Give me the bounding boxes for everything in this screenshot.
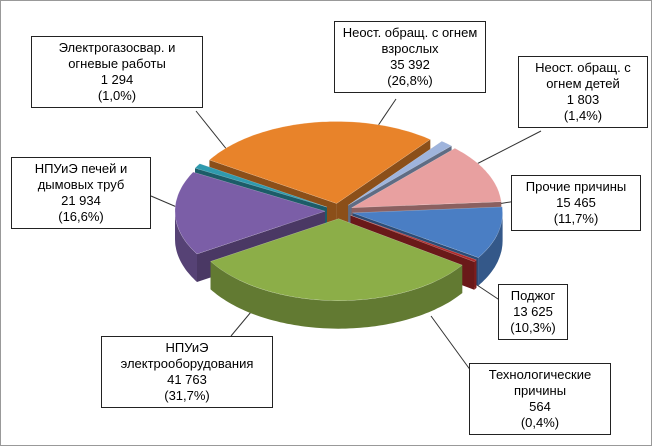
label-box: Технологические причины 564 (0,4%) bbox=[469, 363, 611, 435]
value-label: 35 392 bbox=[390, 57, 430, 72]
slice bbox=[350, 215, 477, 262]
category-label: НПУиЭ электрооборудования bbox=[120, 340, 254, 371]
slice bbox=[194, 163, 327, 208]
category-label: Неост. обращ. с огнем взрослых bbox=[342, 25, 478, 56]
label-box: НПУиЭ печей и дымовых труб 21 934 (16,6%) bbox=[11, 157, 151, 229]
label-box: Неост. обращ. с огнем взрослых 35 392 (26,… bbox=[334, 21, 486, 93]
slice bbox=[352, 206, 503, 258]
slice-wall bbox=[478, 213, 503, 286]
category-label: Поджог bbox=[510, 288, 556, 303]
value-label: 21 934 bbox=[61, 193, 101, 208]
percent-label: (0,4%) bbox=[520, 415, 560, 430]
value-label: 1 803 bbox=[566, 92, 600, 107]
percent-label: (1,0%) bbox=[97, 88, 137, 103]
category-label: Технологические причины bbox=[488, 367, 592, 398]
category-label: НПУиЭ печей и дымовых труб bbox=[34, 161, 128, 192]
category-label: Прочие причины bbox=[525, 179, 627, 194]
slice-wall bbox=[210, 261, 463, 329]
slice-wall bbox=[474, 259, 477, 290]
value-label: 1 294 bbox=[100, 72, 134, 87]
slice bbox=[210, 218, 463, 301]
value-label: 15 465 bbox=[556, 195, 596, 210]
leader-line bbox=[430, 315, 472, 372]
slice bbox=[351, 148, 502, 208]
percent-label: (31,7%) bbox=[164, 388, 210, 403]
slice bbox=[348, 140, 453, 206]
percent-label: (10,3%) bbox=[510, 320, 556, 335]
percent-label: (11,7%) bbox=[553, 211, 599, 226]
percent-label: (26,8%) bbox=[387, 73, 433, 88]
value-label: 564 bbox=[529, 399, 551, 414]
label-box: Прочие причины 15 465 (11,7%) bbox=[511, 175, 641, 231]
label-box: НПУиЭ электрооборудования 41 763 (31,7%) bbox=[101, 336, 273, 408]
slice bbox=[174, 171, 326, 255]
value-label: 41 763 bbox=[167, 372, 207, 387]
label-box: Поджог 13 625 (10,3%) bbox=[498, 284, 568, 340]
value-label: 13 625 bbox=[513, 304, 553, 319]
category-label: Электрогазосвар. и огневые работы bbox=[58, 40, 176, 71]
label-box: Электрогазосвар. и огневые работы 1 294 (1… bbox=[31, 36, 203, 108]
percent-label: (16,6%) bbox=[58, 209, 104, 224]
slice bbox=[208, 121, 431, 204]
label-box: Неост. обращ. с огнем детей 1 803 (1,4%) bbox=[518, 56, 648, 128]
category-label: Неост. обращ. с огнем детей bbox=[535, 60, 631, 91]
slice-wall bbox=[175, 211, 197, 282]
percent-label: (1,4%) bbox=[563, 108, 603, 123]
